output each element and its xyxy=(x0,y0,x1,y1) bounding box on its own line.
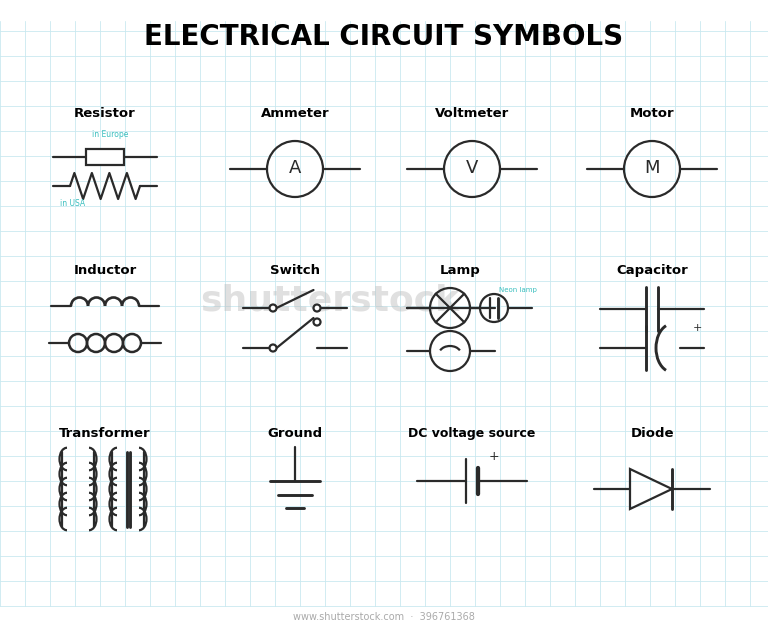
Text: Resistor: Resistor xyxy=(74,107,136,121)
Text: Voltmeter: Voltmeter xyxy=(435,107,509,121)
Text: Diode: Diode xyxy=(631,427,674,440)
Text: +: + xyxy=(488,451,499,464)
Text: Switch: Switch xyxy=(270,264,320,278)
Text: Neon lamp: Neon lamp xyxy=(499,287,537,293)
Text: A: A xyxy=(289,159,301,177)
Text: Inductor: Inductor xyxy=(74,264,137,278)
Text: V: V xyxy=(466,159,478,177)
Text: in USA: in USA xyxy=(60,199,85,208)
Text: Lamp: Lamp xyxy=(439,264,480,278)
Text: DC voltage source: DC voltage source xyxy=(409,427,536,440)
Text: Ground: Ground xyxy=(267,427,323,440)
Text: Ammeter: Ammeter xyxy=(260,107,329,121)
Text: ELECTRICAL CIRCUIT SYMBOLS: ELECTRICAL CIRCUIT SYMBOLS xyxy=(144,23,624,51)
Text: in Europe: in Europe xyxy=(92,131,128,139)
Text: shutterstock: shutterstock xyxy=(200,284,459,318)
Circle shape xyxy=(270,345,276,351)
Text: www.shutterstock.com  ·  396761368: www.shutterstock.com · 396761368 xyxy=(293,612,475,622)
Text: Transformer: Transformer xyxy=(59,427,151,440)
Text: M: M xyxy=(644,159,660,177)
Circle shape xyxy=(313,319,320,326)
Circle shape xyxy=(270,305,276,312)
Text: +: + xyxy=(692,323,702,333)
FancyBboxPatch shape xyxy=(86,149,124,165)
Text: Motor: Motor xyxy=(630,107,674,121)
Circle shape xyxy=(313,305,320,312)
Text: Capacitor: Capacitor xyxy=(616,264,688,278)
